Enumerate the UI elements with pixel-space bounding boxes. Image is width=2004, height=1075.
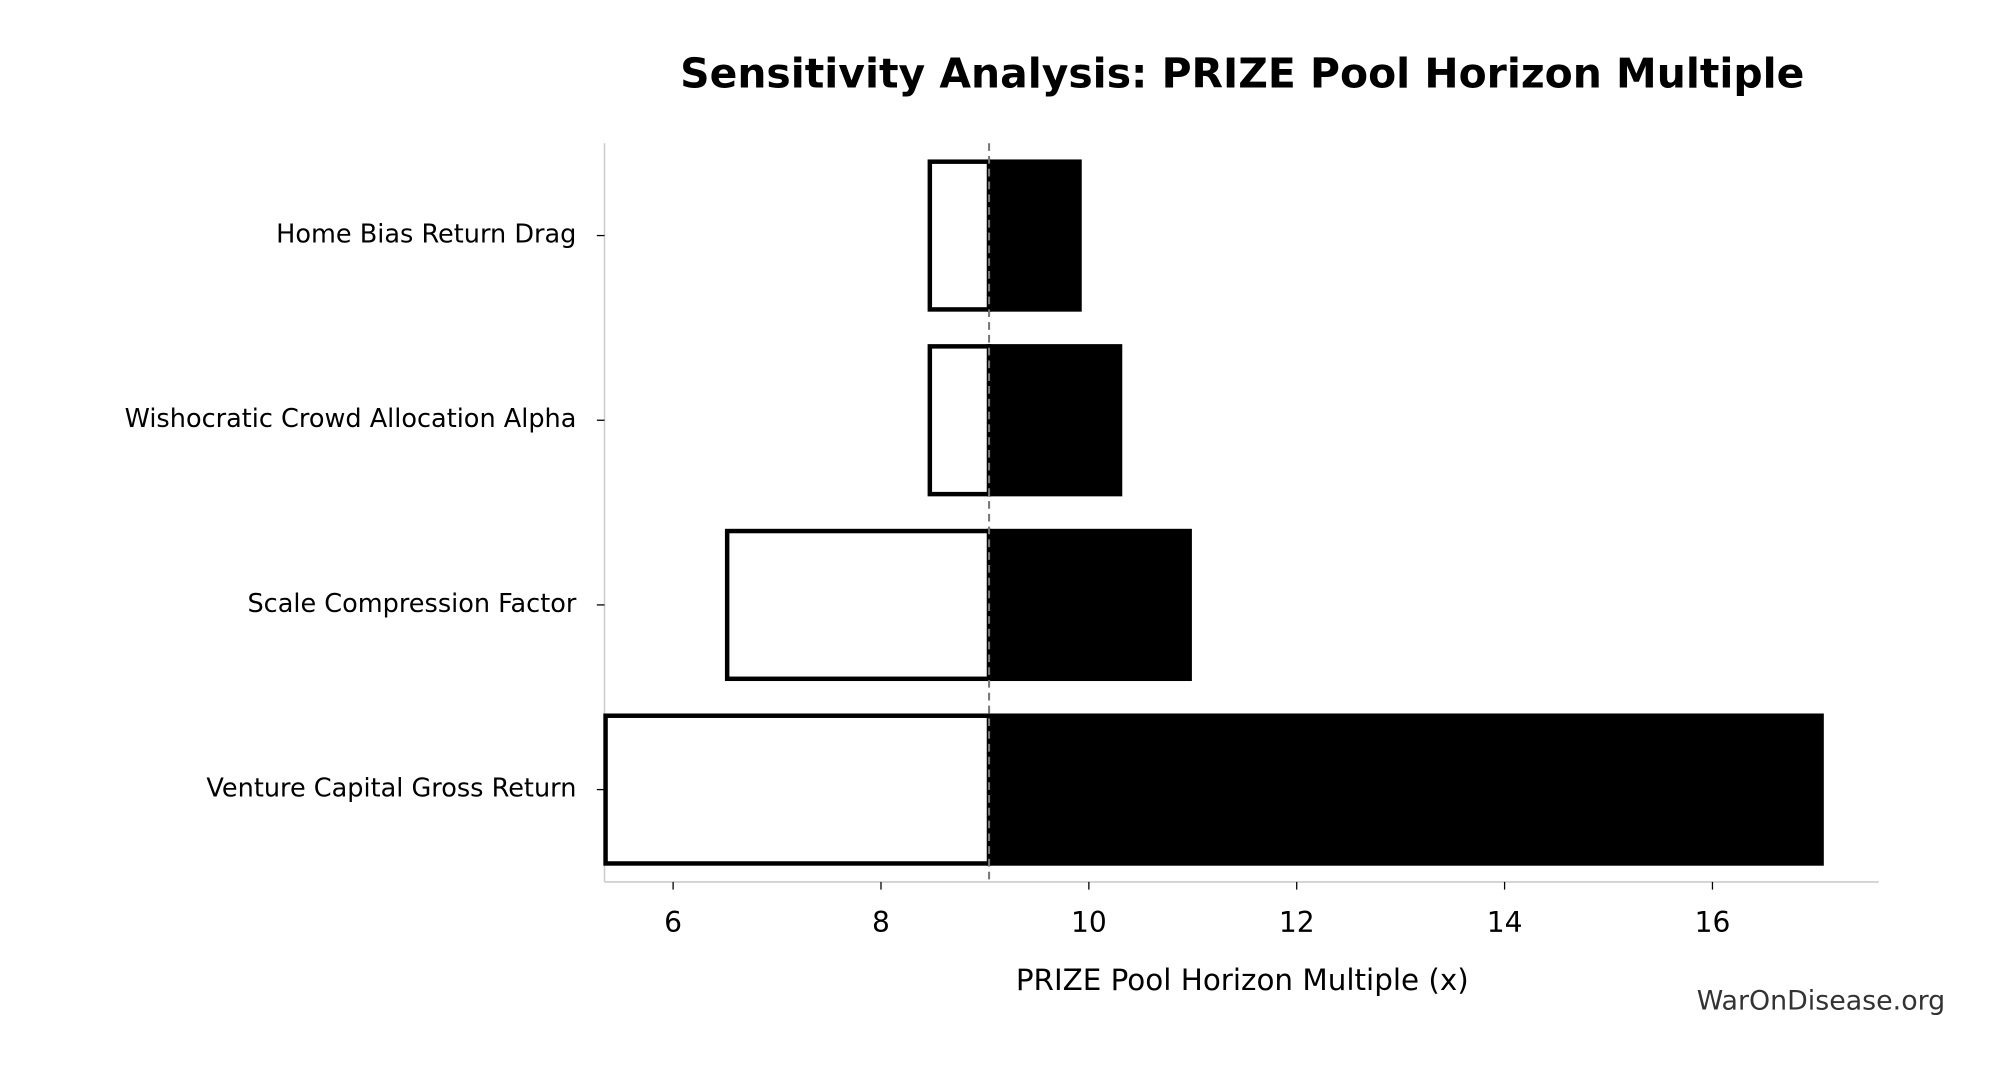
x-tick-label: 12 (1279, 906, 1315, 939)
x-tick-label: 6 (664, 906, 682, 939)
x-axis-label: PRIZE Pool Horizon Multiple (x) (1016, 963, 1469, 997)
x-tick-label: 8 (872, 906, 890, 939)
x-tick-label: 14 (1487, 906, 1523, 939)
high-bar (986, 159, 1082, 312)
y-tick-label: Wishocratic Crowd Allocation Alpha (125, 404, 577, 434)
y-tick-label: Scale Compression Factor (247, 589, 576, 619)
low-bar (603, 713, 992, 866)
x-tick-label: 10 (1071, 906, 1107, 939)
watermark: WarOnDisease.org (1697, 986, 1945, 1017)
high-bar (986, 344, 1123, 497)
chart-title: Sensitivity Analysis: PRIZE Pool Horizon… (680, 50, 1804, 98)
x-tick-label: 16 (1695, 906, 1731, 939)
low-bar (724, 528, 992, 682)
y-tick-label: Home Bias Return Drag (276, 220, 576, 250)
high-bar (986, 713, 1824, 866)
high-bar (986, 528, 1192, 682)
low-bar (927, 344, 992, 497)
y-tick-label: Venture Capital Gross Return (206, 774, 576, 804)
low-bar (927, 159, 992, 312)
